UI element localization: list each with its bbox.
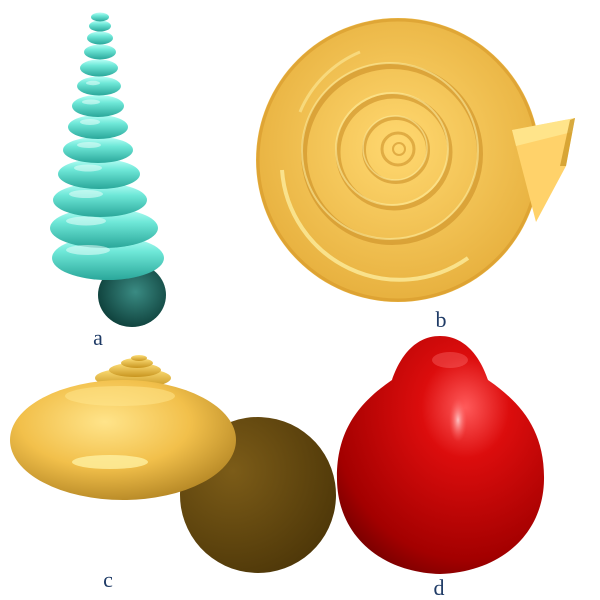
planispiral-shell-drawing bbox=[256, 18, 575, 302]
panel-label-a: a bbox=[93, 325, 103, 350]
panel-b: b bbox=[256, 18, 575, 332]
trochoid-shell-drawing bbox=[10, 355, 336, 573]
panel-label-c: c bbox=[103, 567, 113, 592]
panel-a: a bbox=[50, 12, 166, 350]
panel-label-b: b bbox=[436, 307, 447, 332]
panel-c: c bbox=[10, 355, 336, 592]
ovoid-shell-drawing bbox=[336, 336, 545, 574]
panel-label-d: d bbox=[434, 575, 445, 600]
panel-d: d bbox=[336, 336, 545, 600]
turreted-shell-drawing bbox=[50, 12, 166, 327]
